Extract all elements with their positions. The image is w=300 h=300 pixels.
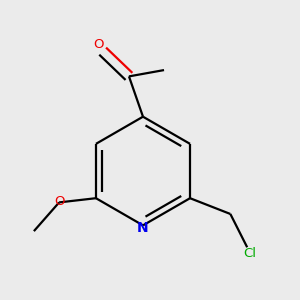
Text: O: O bbox=[93, 38, 104, 51]
Text: O: O bbox=[55, 194, 65, 208]
Text: Cl: Cl bbox=[244, 247, 256, 260]
Text: N: N bbox=[137, 221, 149, 235]
